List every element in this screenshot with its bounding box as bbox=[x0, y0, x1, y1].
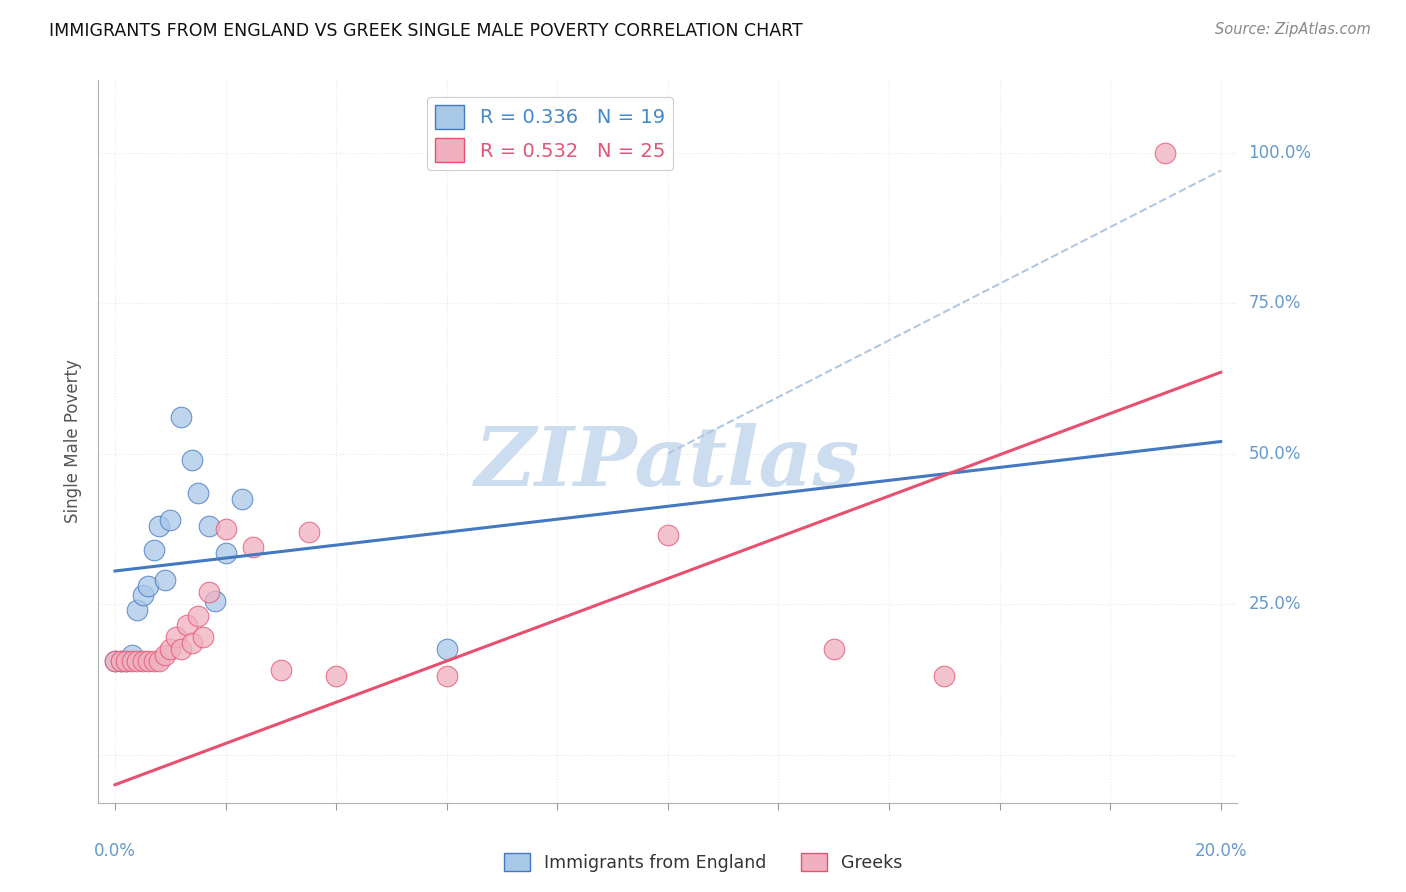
Point bbox=[214, 522, 236, 536]
Point bbox=[242, 540, 264, 554]
Point bbox=[115, 654, 138, 668]
Point bbox=[131, 654, 153, 668]
Point bbox=[142, 542, 165, 557]
Point bbox=[131, 588, 153, 602]
Point bbox=[1154, 145, 1177, 160]
Point bbox=[657, 528, 679, 542]
Point bbox=[297, 524, 319, 539]
Point bbox=[148, 519, 170, 533]
Point bbox=[198, 585, 221, 599]
Legend: Immigrants from England, Greeks: Immigrants from England, Greeks bbox=[496, 847, 910, 879]
Point bbox=[110, 654, 132, 668]
Point bbox=[104, 654, 127, 668]
Point bbox=[170, 642, 193, 657]
Point bbox=[104, 654, 127, 668]
Text: Source: ZipAtlas.com: Source: ZipAtlas.com bbox=[1215, 22, 1371, 37]
Point bbox=[165, 630, 187, 644]
Point bbox=[115, 654, 138, 668]
Point bbox=[159, 513, 181, 527]
Legend: R = 0.336   N = 19, R = 0.532   N = 25: R = 0.336 N = 19, R = 0.532 N = 25 bbox=[427, 97, 672, 170]
Point bbox=[153, 573, 176, 587]
Text: IMMIGRANTS FROM ENGLAND VS GREEK SINGLE MALE POVERTY CORRELATION CHART: IMMIGRANTS FROM ENGLAND VS GREEK SINGLE … bbox=[49, 22, 803, 40]
Point bbox=[121, 654, 143, 668]
Point bbox=[270, 664, 292, 678]
Point bbox=[214, 546, 236, 560]
Point bbox=[187, 485, 209, 500]
Point bbox=[193, 630, 215, 644]
Text: ZIPatlas: ZIPatlas bbox=[475, 423, 860, 503]
Text: 50.0%: 50.0% bbox=[1249, 444, 1301, 463]
Point bbox=[187, 609, 209, 624]
Point bbox=[325, 669, 347, 683]
Text: 25.0%: 25.0% bbox=[1249, 595, 1301, 613]
Point bbox=[231, 491, 253, 506]
Y-axis label: Single Male Poverty: Single Male Poverty bbox=[65, 359, 83, 524]
Point bbox=[142, 654, 165, 668]
Point bbox=[204, 594, 226, 608]
Point bbox=[198, 519, 221, 533]
Point bbox=[181, 636, 204, 650]
Point bbox=[127, 603, 149, 617]
Text: 0.0%: 0.0% bbox=[94, 842, 136, 860]
Point bbox=[436, 642, 458, 657]
Point bbox=[176, 618, 198, 632]
Point bbox=[823, 642, 845, 657]
Point bbox=[170, 410, 193, 425]
Point bbox=[136, 654, 159, 668]
Point bbox=[159, 642, 181, 657]
Point bbox=[127, 654, 149, 668]
Text: 20.0%: 20.0% bbox=[1195, 842, 1247, 860]
Point bbox=[153, 648, 176, 663]
Point bbox=[181, 452, 204, 467]
Point bbox=[436, 669, 458, 683]
Text: 75.0%: 75.0% bbox=[1249, 294, 1301, 312]
Point bbox=[121, 648, 143, 663]
Point bbox=[148, 654, 170, 668]
Point bbox=[136, 579, 159, 593]
Point bbox=[934, 669, 956, 683]
Text: 100.0%: 100.0% bbox=[1249, 144, 1312, 161]
Point bbox=[110, 654, 132, 668]
